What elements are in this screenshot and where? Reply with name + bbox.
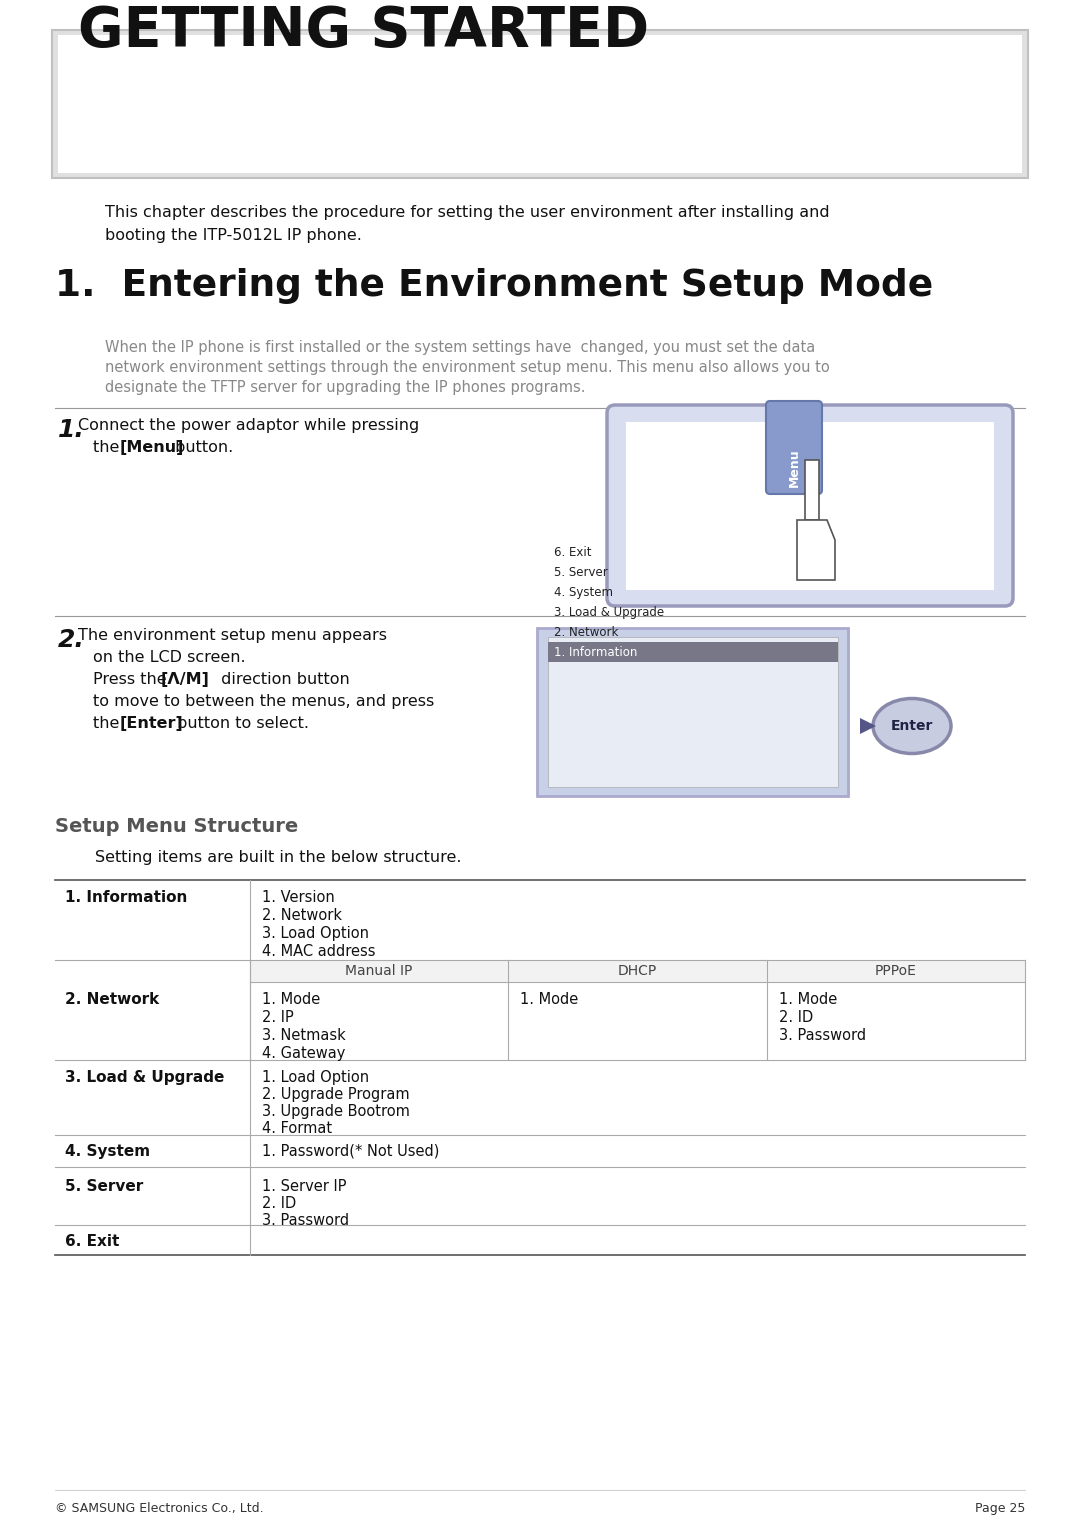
Text: 5. Server: 5. Server	[65, 1180, 144, 1193]
Text: Setup Menu Structure: Setup Menu Structure	[55, 816, 298, 836]
Text: 2. ID: 2. ID	[262, 1196, 296, 1212]
FancyBboxPatch shape	[537, 629, 848, 797]
Polygon shape	[805, 459, 819, 520]
Bar	[548, 642, 838, 662]
Text: GETTING STARTED: GETTING STARTED	[78, 5, 649, 58]
Text: 3. Load & Upgrade: 3. Load & Upgrade	[65, 1070, 225, 1085]
Text: 4. Gateway: 4. Gateway	[262, 1045, 346, 1061]
Text: 3. Load & Upgrade: 3. Load & Upgrade	[554, 606, 664, 620]
Text: When the IP phone is first installed or the system settings have  changed, you m: When the IP phone is first installed or …	[105, 340, 815, 356]
Text: 5. Server: 5. Server	[554, 566, 608, 578]
Text: 2. Network: 2. Network	[262, 908, 342, 923]
Text: 1. Mode: 1. Mode	[779, 992, 837, 1007]
Text: 2. Upgrade Program: 2. Upgrade Program	[262, 1087, 409, 1102]
Text: 1. Mode: 1. Mode	[262, 992, 321, 1007]
Text: Enter: Enter	[891, 719, 933, 732]
Text: 1. Password(* Not Used): 1. Password(* Not Used)	[262, 1144, 440, 1160]
Text: Page 25: Page 25	[974, 1502, 1025, 1515]
Bar	[58, 35, 1022, 172]
Text: 1.: 1.	[58, 418, 85, 443]
Text: This chapter describes the procedure for setting the user environment after inst: This chapter describes the procedure for…	[105, 204, 829, 220]
Text: 3. Netmask: 3. Netmask	[262, 1029, 346, 1042]
Text: 2. IP: 2. IP	[262, 1010, 294, 1025]
Text: booting the ITP-5012L IP phone.: booting the ITP-5012L IP phone.	[105, 227, 362, 243]
Text: 3. Upgrade Bootrom: 3. Upgrade Bootrom	[262, 1103, 410, 1119]
Text: 1. Server IP: 1. Server IP	[262, 1180, 347, 1193]
Text: 1. Version: 1. Version	[262, 890, 335, 905]
Text: the: the	[93, 439, 124, 455]
Text: 1. Information: 1. Information	[65, 890, 187, 905]
Text: 3. Password: 3. Password	[779, 1029, 866, 1042]
Text: The environment setup menu appears: The environment setup menu appears	[78, 629, 387, 642]
Bar	[249, 960, 1025, 983]
Text: [Enter]: [Enter]	[120, 716, 184, 731]
Text: [Λ/Μ]: [Λ/Μ]	[161, 671, 210, 687]
Text: to move to between the menus, and press: to move to between the menus, and press	[93, 694, 434, 710]
Text: Manual IP: Manual IP	[346, 964, 413, 978]
Bar	[626, 423, 994, 591]
Text: 3. Load Option: 3. Load Option	[262, 926, 369, 942]
Text: Connect the power adaptor while pressing: Connect the power adaptor while pressing	[78, 418, 419, 433]
Text: button.: button.	[170, 439, 233, 455]
Text: designate the TFTP server for upgrading the IP phones programs.: designate the TFTP server for upgrading …	[105, 380, 585, 395]
Text: 6. Exit: 6. Exit	[554, 546, 592, 559]
Text: Menu: Menu	[787, 449, 800, 487]
Text: button to select.: button to select.	[172, 716, 309, 731]
Text: 1. Information: 1. Information	[554, 645, 637, 659]
Polygon shape	[797, 520, 835, 580]
Text: 4. System: 4. System	[65, 1144, 150, 1160]
Text: 2. ID: 2. ID	[779, 1010, 813, 1025]
Text: 1. Load Option: 1. Load Option	[262, 1070, 369, 1085]
Text: © SAMSUNG Electronics Co., Ltd.: © SAMSUNG Electronics Co., Ltd.	[55, 1502, 264, 1515]
Text: Press the: Press the	[93, 671, 172, 687]
Text: DHCP: DHCP	[618, 964, 657, 978]
Text: Setting items are built in the below structure.: Setting items are built in the below str…	[95, 850, 461, 865]
Text: 4. MAC address: 4. MAC address	[262, 945, 376, 958]
Text: 2.: 2.	[58, 629, 85, 652]
Text: 2. Network: 2. Network	[65, 992, 159, 1007]
Text: PPPoE: PPPoE	[875, 964, 917, 978]
Text: 1. Mode: 1. Mode	[521, 992, 579, 1007]
Text: 4. System: 4. System	[554, 586, 613, 600]
Text: the: the	[93, 716, 124, 731]
Text: network environment settings through the environment setup menu. This menu also : network environment settings through the…	[105, 360, 829, 375]
FancyBboxPatch shape	[766, 401, 822, 494]
Text: 3. Password: 3. Password	[262, 1213, 349, 1228]
Text: 1.  Entering the Environment Setup Mode: 1. Entering the Environment Setup Mode	[55, 269, 933, 304]
Bar	[548, 636, 838, 787]
FancyBboxPatch shape	[607, 404, 1013, 606]
Text: 6. Exit: 6. Exit	[65, 1235, 120, 1248]
Text: 4. Format: 4. Format	[262, 1122, 333, 1135]
Text: direction button: direction button	[216, 671, 350, 687]
Text: [Menu]: [Menu]	[120, 439, 185, 455]
Polygon shape	[860, 719, 876, 734]
Text: 2. Network: 2. Network	[554, 626, 619, 639]
Bar	[52, 31, 1028, 179]
Text: on the LCD screen.: on the LCD screen.	[93, 650, 245, 665]
Ellipse shape	[873, 699, 951, 754]
